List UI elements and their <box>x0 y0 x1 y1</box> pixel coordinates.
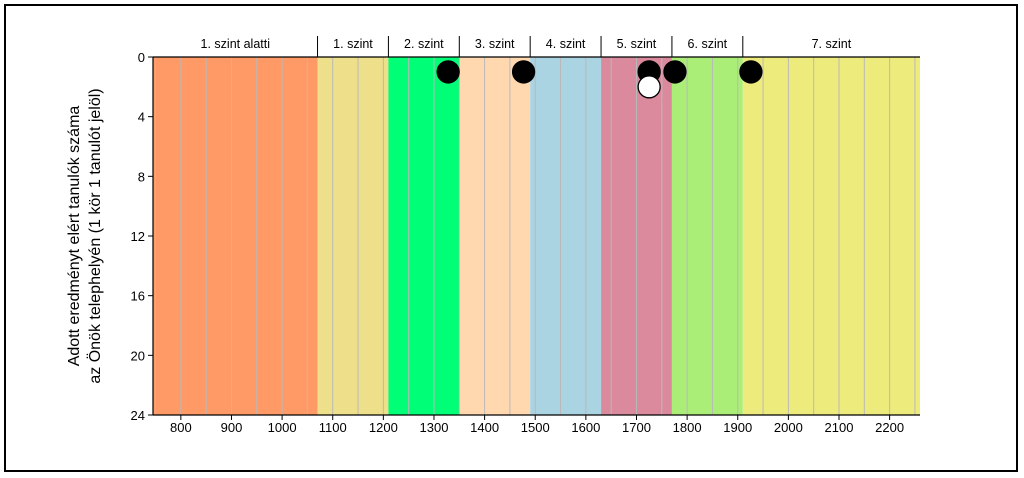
x-tick-label: 1400 <box>470 420 499 435</box>
level-label-6: 5. szint <box>617 37 657 51</box>
y-tick-label: 12 <box>131 229 145 244</box>
level-band-4 <box>459 57 531 415</box>
level-band-8 <box>742 57 920 415</box>
y-tick-label: 20 <box>131 348 145 363</box>
student-point <box>511 60 536 84</box>
level-label-1: 1. szint alatti <box>201 37 270 51</box>
student-point <box>637 75 661 99</box>
x-tick-label: 1800 <box>673 420 702 435</box>
x-tick-label: 1600 <box>571 420 600 435</box>
level-band-5 <box>530 57 602 415</box>
y-tick-label: 0 <box>138 50 145 65</box>
x-tick-label: 2200 <box>875 420 904 435</box>
level-bands <box>153 57 920 415</box>
x-tick-label: 1500 <box>521 420 550 435</box>
level-label-7: 6. szint <box>688 37 728 51</box>
y-axis-label-line1: Adott eredményt elért tanulók száma <box>66 106 83 367</box>
x-tick-label: 1900 <box>723 420 752 435</box>
level-band-2 <box>317 57 389 415</box>
x-tick-label: 1000 <box>268 420 297 435</box>
x-tick-label: 1100 <box>319 420 347 435</box>
x-tick-label: 1200 <box>369 420 398 435</box>
y-tick-label: 16 <box>131 289 145 304</box>
x-tick-label: 900 <box>221 420 243 435</box>
level-band-1 <box>153 57 318 415</box>
student-point <box>436 60 460 84</box>
y-tick-label: 8 <box>138 169 145 184</box>
x-tick-label: 2100 <box>825 420 854 435</box>
y-axis-label-line2: az Önök telephelyén (1 kör 1 tanulót jel… <box>86 88 104 383</box>
level-label-4: 3. szint <box>475 37 515 51</box>
level-label-2: 1. szint <box>333 37 373 51</box>
level-label-8: 7. szint <box>812 37 852 51</box>
x-tick-label: 800 <box>170 420 192 435</box>
level-label-3: 2. szint <box>404 37 444 51</box>
student-point <box>739 60 763 84</box>
level-label-5: 4. szint <box>546 37 586 51</box>
axes <box>148 36 920 420</box>
level-band-7 <box>671 57 743 415</box>
y-tick-label: 4 <box>138 110 145 125</box>
x-tick-label: 1700 <box>622 420 651 435</box>
tick-labels: 1. szint alatti 1. szint 2. szint 3. szint 4… <box>131 37 905 435</box>
x-tick-label: 1300 <box>420 420 449 435</box>
y-tick-label: 24 <box>131 408 145 423</box>
x-tick-label: 2000 <box>774 420 803 435</box>
student-point <box>663 60 687 84</box>
grid-lines <box>155 57 916 415</box>
level-band-3 <box>388 57 460 415</box>
student-points <box>436 60 763 99</box>
